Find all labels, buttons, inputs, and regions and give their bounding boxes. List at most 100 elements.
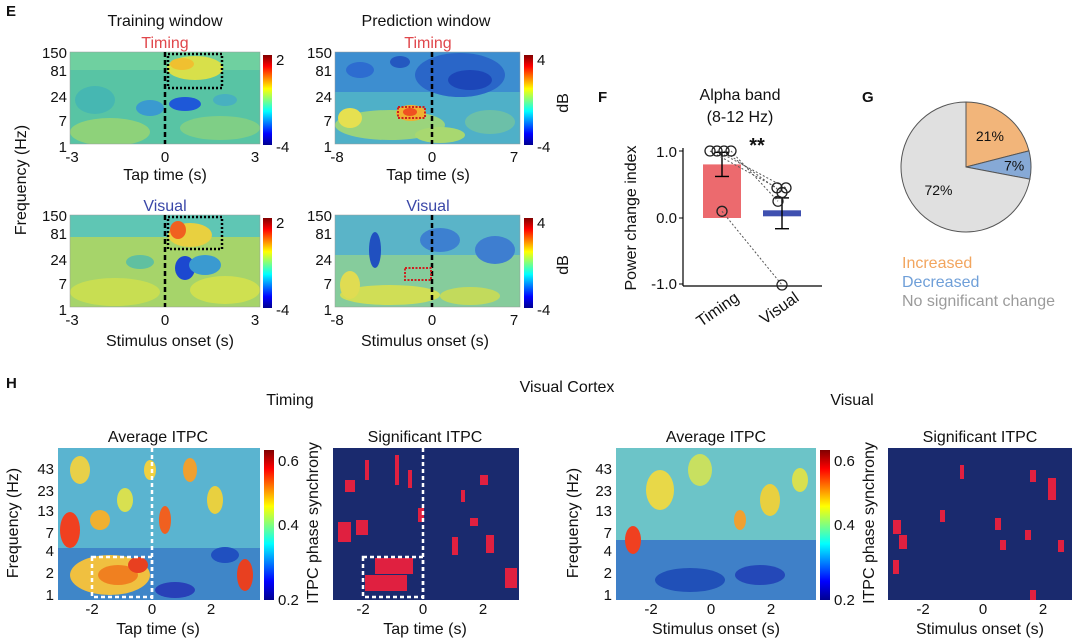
e-ytick: 7 [59,113,67,130]
h-ylabel-visual: Frequency (Hz) [565,468,582,578]
h-ytick: 2 [604,565,612,582]
h-xtick: 0 [148,601,156,618]
h-colorbar-timing [264,450,274,600]
e-xtick: -8 [330,149,343,166]
e-db-label-bottom: dB [555,255,572,275]
h-ytick: 13 [595,503,612,520]
e-colorbar-train-top [263,55,272,145]
e-timing-label-train: Timing [141,35,188,52]
h-avg-title-timing: Average ITPC [108,429,208,446]
e-cbar-min: -4 [537,302,550,319]
h-xlabel-avg-timing: Tap time (s) [116,621,200,638]
h-ytick: 43 [595,461,612,478]
e-ytick: 7 [324,276,332,293]
e-ytick: 1 [324,139,332,156]
h-avg-title-visual: Average ITPC [666,429,766,446]
e-cbar-min: -4 [276,139,289,156]
panel-label-g: G [862,89,874,106]
h-xtick: 0 [979,601,987,618]
e-cbar-min: -4 [537,139,550,156]
e-cbar-max: 2 [276,52,284,69]
paired-line [716,150,787,189]
f-xtick-visual: Visual [757,289,802,328]
paired-line [730,150,779,202]
h-xtick: 2 [1039,601,1047,618]
h-colorbar-visual [820,450,830,600]
data-point-visual [772,195,784,207]
f-ytick: 1.0 [656,144,677,161]
pie-slice-label: 21% [976,128,1004,144]
h-ytick: 13 [37,503,54,520]
h-heatmap-avg-visual [616,448,816,600]
h-xtick: 0 [707,601,715,618]
h-ytick: 4 [46,543,54,560]
h-sig-title-visual: Significant ITPC [923,429,1038,446]
f-yticks: 1.0 0.0 -1.0 [651,144,683,293]
e-xtick: 3 [251,312,259,329]
e-ytick: 81 [315,63,332,80]
e-heatmap-prediction-timing [334,51,521,145]
e-visual-label-train: Visual [143,198,186,215]
f-chart-title: Alpha band [700,87,781,104]
f-chart-subtitle: (8-12 Hz) [707,109,774,126]
e-xtick: 0 [428,149,436,166]
panel-label-e: E [6,3,16,20]
e-cbar-min: -4 [276,302,289,319]
e-xlabel-stim-pred: Stimulus onset (s) [361,333,489,350]
pie-slice [965,101,1030,168]
h-xtick: 2 [767,601,775,618]
h-yticks-visual: 43 23 13 7 4 2 1 [595,461,612,604]
e-timing-label-pred: Timing [404,35,451,52]
e-xtick: 0 [161,149,169,166]
h-cbar-max: 0.6 [834,453,855,470]
data-point-timing [704,145,716,157]
f-ylabel: Power change index [623,146,640,291]
panel-label-f: F [598,89,607,106]
h-heatmap-sig-timing [333,448,519,600]
e-frequency-axis-label: Frequency (Hz) [13,125,30,235]
data-point-timing [711,145,723,157]
e-heatmap-training-visual [69,214,261,308]
e-ytick: 24 [50,89,67,106]
g-pie: 21%7% 72% [900,101,1032,233]
h-ylabel-timing: Frequency (Hz) [5,468,22,578]
e-ytick: 7 [324,113,332,130]
data-point-timing [718,145,730,157]
h-xtick: -2 [916,601,929,618]
e-ytick: 150 [307,45,332,62]
h-group-timing: Timing [266,392,313,409]
data-point-timing [716,205,728,217]
e-ytick: 150 [42,208,67,225]
e-colorbars [263,55,533,308]
h-ytick: 4 [604,543,612,560]
training-window-title: Training window [107,13,222,30]
h-cbar-min: 0.2 [834,592,855,609]
e-ytick: 81 [50,226,67,243]
h-ytick: 1 [604,587,612,604]
e-cbar-max: 2 [276,215,284,232]
e-ytick: 1 [59,139,67,156]
e-heatmap-training-timing [69,51,261,145]
e-ytick: 150 [42,45,67,62]
e-ytick: 1 [324,302,332,319]
e-colorbar-pred-top [524,55,533,145]
e-heatmap-prediction-visual [334,214,521,308]
h-cbar-mid: 0.4 [834,517,855,534]
h-ytick: 7 [46,525,54,542]
e-xtick: 7 [510,149,518,166]
h-xtick: -2 [356,601,369,618]
e-ytick: 7 [59,276,67,293]
h-cbar-label-visual: ITPC phase synchrony [861,442,878,604]
g-legend-decreased: Decreased [902,274,979,291]
f-points [704,145,792,291]
e-xlabel-tap-pred: Tap time (s) [386,167,470,184]
h-xlabel-avg-visual: Stimulus onset (s) [652,621,780,638]
e-xlabel-stim-train: Stimulus onset (s) [106,333,234,350]
paired-line [709,150,778,189]
e-ytick: 1 [59,302,67,319]
h-ytick: 7 [604,525,612,542]
h-xlabel-sig-timing: Tap time (s) [383,621,467,638]
h-xtick: -2 [644,601,657,618]
f-xtick-timing: Timing [694,289,743,330]
h-cbar-mid: 0.4 [278,517,299,534]
